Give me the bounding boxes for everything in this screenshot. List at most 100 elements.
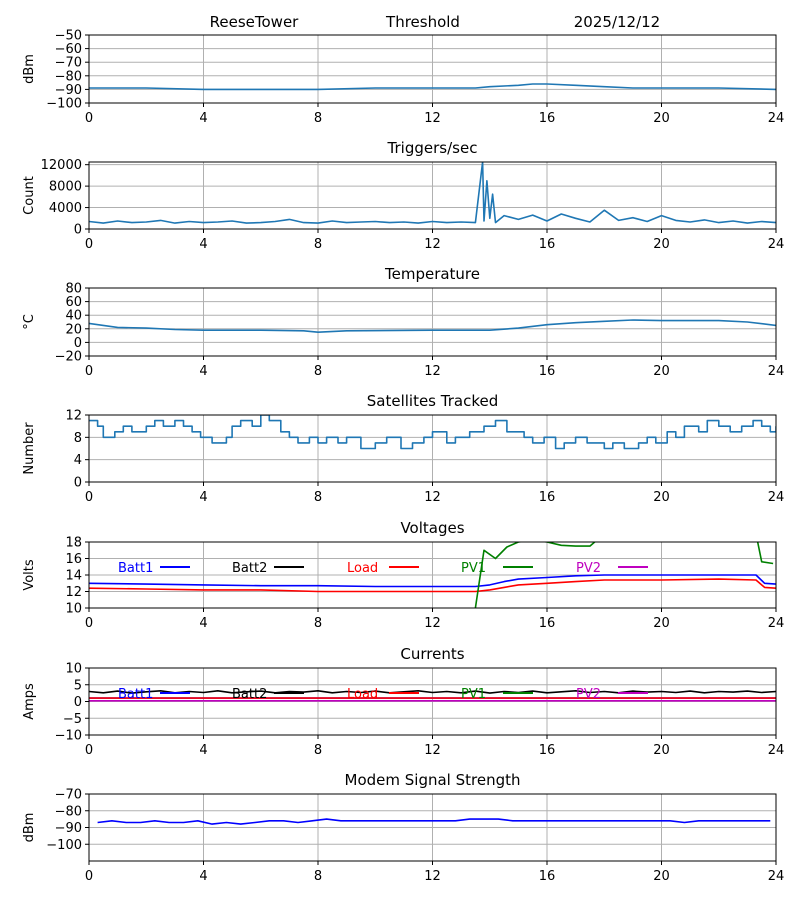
x-tick-label: 12 [424,490,441,505]
x-tick-label: 4 [199,364,207,379]
temperature-title: Temperature [384,265,480,283]
temperature-series-line-0 [89,319,776,333]
header-subtitle: Threshold [385,13,460,31]
x-tick-label: 24 [768,364,785,379]
y-tick-label: 16 [65,552,82,567]
y-tick-label: 0 [74,336,82,351]
triggers-title: Triggers/sec [387,139,478,157]
y-tick-label: 5 [74,678,82,693]
y-tick-label: −100 [46,838,82,853]
y-tick-label: 20 [65,322,82,337]
y-tick-label: 10 [65,602,82,617]
y-tick-label: −90 [55,821,82,836]
y-tick-label: −80 [55,69,82,84]
x-tick-label: 4 [199,490,207,505]
x-tick-label: 16 [539,111,556,126]
y-tick-label: 0 [74,223,82,238]
legend-label: Batt1 [118,687,153,702]
y-tick-label: −90 [55,83,82,98]
x-tick-label: 12 [424,616,441,631]
x-tick-label: 16 [539,616,556,631]
y-tick-label: 4 [74,453,82,468]
x-tick-label: 24 [768,111,785,126]
y-tick-label: 80 [65,282,82,297]
y-tick-label: 12000 [41,158,82,173]
voltages-series-line-0 [89,574,776,588]
triggers-series-line-0 [89,162,776,224]
x-tick-label: 12 [424,111,441,126]
x-tick-label: 16 [539,237,556,252]
header-station: ReeseTower [210,13,300,31]
satellites-series-line-0 [89,415,776,450]
x-tick-label: 8 [314,869,322,884]
x-tick-label: 20 [653,869,670,884]
y-tick-label: 60 [65,295,82,310]
y-tick-label: 12 [65,409,82,424]
x-tick-label: 20 [653,364,670,379]
x-tick-label: 8 [314,364,322,379]
modem-series-line-0 [97,818,771,825]
y-tick-label: 12 [65,585,82,600]
x-tick-label: 0 [85,490,93,505]
y-tick-label: −70 [55,788,82,803]
satellites-panel: 0 4 8 12 16 20 24 0 4 8 12 Satellites Tracked Number [22,392,784,505]
x-tick-label: 0 [85,616,93,631]
x-tick-label: 16 [539,869,556,884]
x-tick-label: 4 [199,111,207,126]
voltages-series-line-3 [474,542,774,608]
x-tick-label: 20 [653,490,670,505]
x-tick-label: 20 [653,616,670,631]
modem-panel: 0 4 8 12 16 20 24 −100 −90 −80−70 Modem Signal Str… [22,771,784,884]
triggers-ylabel: Count [22,176,37,215]
satellites-ylabel: Number [22,422,37,475]
legend-label: Load [347,561,378,576]
y-tick-label: 8 [74,431,82,446]
x-tick-label: 4 [199,743,207,758]
header-date: 2025/12/12 [574,13,660,31]
x-tick-label: 0 [85,237,93,252]
currents-series-line-1 [89,690,776,694]
y-tick-label: 4000 [49,201,82,216]
x-tick-label: 8 [314,237,322,252]
legend-label: PV1 [461,561,486,576]
x-tick-label: 16 [539,743,556,758]
x-tick-label: 8 [314,490,322,505]
threshold-series-line-0 [89,83,776,91]
x-tick-label: 0 [85,111,93,126]
threshold-panel: 0 4 8 12 16 20 24 −100−90−80−70−60−50 dBm [22,29,784,127]
x-tick-label: 4 [199,237,207,252]
x-tick-label: 8 [314,111,322,126]
y-tick-label: −60 [55,42,82,57]
y-tick-label: 18 [65,536,82,551]
x-tick-label: 8 [314,743,322,758]
currents-ylabel: Amps [22,683,37,720]
threshold-ylabel: dBm [22,54,37,84]
y-tick-label: −50 [55,29,82,44]
x-tick-label: 12 [424,364,441,379]
x-tick-label: 20 [653,743,670,758]
y-tick-label: −80 [55,804,82,819]
legend-label: Load [347,687,378,702]
y-tick-label: −5 [63,712,82,727]
legend-label: Batt2 [232,561,267,576]
y-tick-label: 40 [65,309,82,324]
voltages-series-line-2 [89,578,776,593]
x-tick-label: 24 [768,616,785,631]
x-tick-label: 24 [768,237,785,252]
x-tick-label: 0 [85,364,93,379]
x-tick-label: 16 [539,364,556,379]
legend-label: PV2 [576,687,601,702]
x-tick-label: 16 [539,490,556,505]
x-tick-label: 12 [424,869,441,884]
y-tick-label: 0 [74,695,82,710]
currents-title: Currents [400,645,464,663]
modem-title: Modem Signal Strength [345,771,521,789]
y-tick-label: 10 [65,662,82,677]
x-tick-label: 4 [199,616,207,631]
currents-panel: Batt1 Batt2 Load PV1 PV2 0 4 8 12 16 20 24 −10 −5 0 510… [22,645,784,758]
legend-label: PV2 [576,561,601,576]
x-tick-label: 4 [199,869,207,884]
